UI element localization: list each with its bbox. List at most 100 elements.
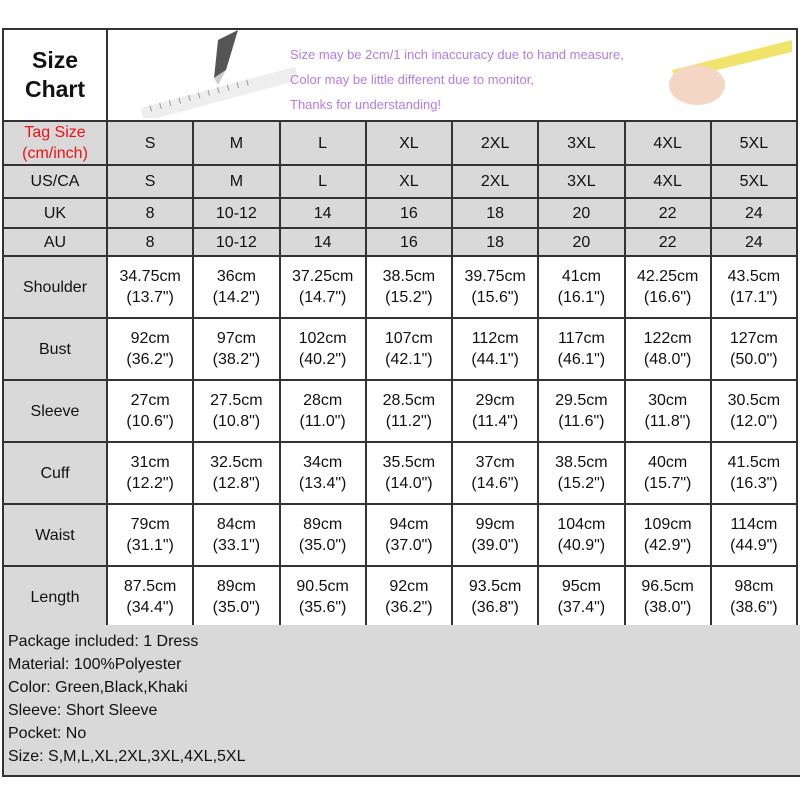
measurement-value: 104cm (40.9") [537, 503, 626, 567]
measurement-value: 84cm (33.1") [192, 503, 281, 567]
measurement-value: 38.5cm (15.2") [364, 255, 454, 319]
measurement-value: 29cm (11.4") [450, 379, 540, 443]
measurement-value: 34.75cm (13.7") [105, 255, 195, 319]
measurement-value: 27cm (10.6") [105, 379, 195, 443]
measurement-value: 41cm (16.1") [537, 255, 626, 319]
measurement-value: 94cm (37.0") [364, 503, 454, 567]
row-label: Length [2, 565, 108, 629]
size-value: 4XL [623, 164, 712, 199]
size-value: 10-12 [192, 197, 281, 229]
measurement-value: 79cm (31.1") [105, 503, 195, 567]
size-value: 20 [537, 197, 626, 229]
measurement-row: Shoulder 34.75cm (13.7") 36cm (14.2") 37.25cm… [2, 255, 799, 319]
detail-line: Sleeve: Short Sleeve [8, 702, 158, 719]
measurement-row: Waist 79cm (31.1") 84cm (33.1") 89cm (35.0") 94… [2, 503, 799, 567]
size-value: S [105, 164, 195, 199]
row-label: Sleeve [2, 379, 108, 443]
measurement-value: 28cm (11.0") [278, 379, 367, 443]
size-header: 4XL [623, 120, 712, 166]
measurement-value: 30cm (11.8") [623, 379, 712, 443]
measurement-value: 28.5cm (11.2") [364, 379, 454, 443]
size-header: M [192, 120, 281, 166]
conversion-row: AU 8 10-12 14 16 18 20 22 24 [2, 227, 799, 257]
measurement-value: 29.5cm (11.6") [537, 379, 626, 443]
size-value: 2XL [450, 164, 540, 199]
row-label: UK [2, 197, 108, 229]
measurement-value: 43.5cm (17.1") [709, 255, 799, 319]
size-value: 22 [623, 227, 712, 257]
size-value: 5XL [709, 164, 799, 199]
size-header: 2XL [450, 120, 540, 166]
conversion-row: UK 8 10-12 14 16 18 20 22 24 [2, 197, 799, 229]
measurement-value: 92cm (36.2") [105, 317, 195, 381]
detail-line: Color: Green,Black,Khaki [8, 679, 188, 696]
size-value: 24 [709, 197, 799, 229]
measurement-row: Sleeve 27cm (10.6") 27.5cm (10.8") 28cm (11.0"… [2, 379, 799, 443]
measurement-value: 102cm (40.2") [278, 317, 367, 381]
tag-size-label: Tag Size (cm/inch) [2, 120, 108, 166]
measurement-value: 96.5cm (38.0") [623, 565, 712, 629]
measurement-value: 35.5cm (14.0") [364, 441, 454, 505]
size-value: 8 [105, 227, 195, 257]
measurement-row: Bust 92cm (36.2") 97cm (38.2") 102cm (40.2") 10… [2, 317, 799, 381]
size-value: XL [364, 164, 454, 199]
measurement-row: Length 87.5cm (34.4") 89cm (35.0") 90.5cm (35.… [2, 565, 799, 629]
size-value: 22 [623, 197, 712, 229]
size-value: L [278, 164, 367, 199]
size-value: 18 [450, 197, 540, 229]
row-label: Cuff [2, 441, 108, 505]
size-header: XL [364, 120, 454, 166]
measurement-value: 87.5cm (34.4") [105, 565, 195, 629]
size-value: 24 [709, 227, 799, 257]
measurement-value: 89cm (35.0") [278, 503, 367, 567]
measurement-value: 127cm (50.0") [709, 317, 799, 381]
conversion-row: US/CA S M L XL 2XL 3XL 4XL 5XL [2, 164, 799, 199]
size-chart-title: Size Chart [2, 28, 108, 122]
measurement-value: 39.75cm (15.6") [450, 255, 540, 319]
measurement-value: 27.5cm (10.8") [192, 379, 281, 443]
row-label: Waist [2, 503, 108, 567]
disclaimer-notes: Size may be 2cm/1 inch inaccuracy due to… [290, 47, 624, 112]
measurement-value: 109cm (42.9") [623, 503, 712, 567]
tape-measure-hand-illustration [669, 40, 792, 105]
measurement-value: 92cm (36.2") [364, 565, 454, 629]
measurement-value: 30.5cm (12.0") [709, 379, 799, 443]
measurement-value: 34cm (13.4") [278, 441, 367, 505]
product-details: Package included: 1 Dress Material: 100%P… [2, 625, 800, 777]
measurement-row: Cuff 31cm (12.2") 32.5cm (12.8") 34cm (13.4") 3… [2, 441, 799, 505]
size-value: 8 [105, 197, 195, 229]
size-value: 14 [278, 227, 367, 257]
measurement-value: 93.5cm (36.8") [450, 565, 540, 629]
measurement-value: 41.5cm (16.3") [709, 441, 799, 505]
banner: Size may be 2cm/1 inch inaccuracy due to… [106, 28, 798, 122]
measurement-value: 38.5cm (15.2") [537, 441, 626, 505]
detail-line: Package included: 1 Dress [8, 633, 199, 650]
size-value: 16 [364, 197, 454, 229]
size-value: 16 [364, 227, 454, 257]
measurement-value: 90.5cm (35.6") [278, 565, 367, 629]
measurement-value: 37.25cm (14.7") [278, 255, 367, 319]
measurement-value: 42.25cm (16.6") [623, 255, 712, 319]
measurement-value: 107cm (42.1") [364, 317, 454, 381]
measurement-value: 112cm (44.1") [450, 317, 540, 381]
row-label: AU [2, 227, 108, 257]
measurement-value: 36cm (14.2") [192, 255, 281, 319]
row-label: US/CA [2, 164, 108, 199]
measurement-value: 89cm (35.0") [192, 565, 281, 629]
measurement-value: 95cm (37.4") [537, 565, 626, 629]
size-value: 10-12 [192, 227, 281, 257]
row-label: Bust [2, 317, 108, 381]
measurement-value: 37cm (14.6") [450, 441, 540, 505]
measurement-value: 32.5cm (12.8") [192, 441, 281, 505]
size-value: 3XL [537, 164, 626, 199]
pencil-ruler-illustration [140, 30, 298, 118]
size-header: 5XL [709, 120, 799, 166]
tag-size-row: Tag Size (cm/inch) S M L XL 2XL 3XL 4XL 5XL [2, 120, 799, 166]
size-header: L [278, 120, 367, 166]
measurement-value: 31cm (12.2") [105, 441, 195, 505]
measurement-value: 122cm (48.0") [623, 317, 712, 381]
size-value: 20 [537, 227, 626, 257]
detail-line: Pocket: No [8, 725, 87, 742]
size-value: 18 [450, 227, 540, 257]
size-header: 3XL [537, 120, 626, 166]
